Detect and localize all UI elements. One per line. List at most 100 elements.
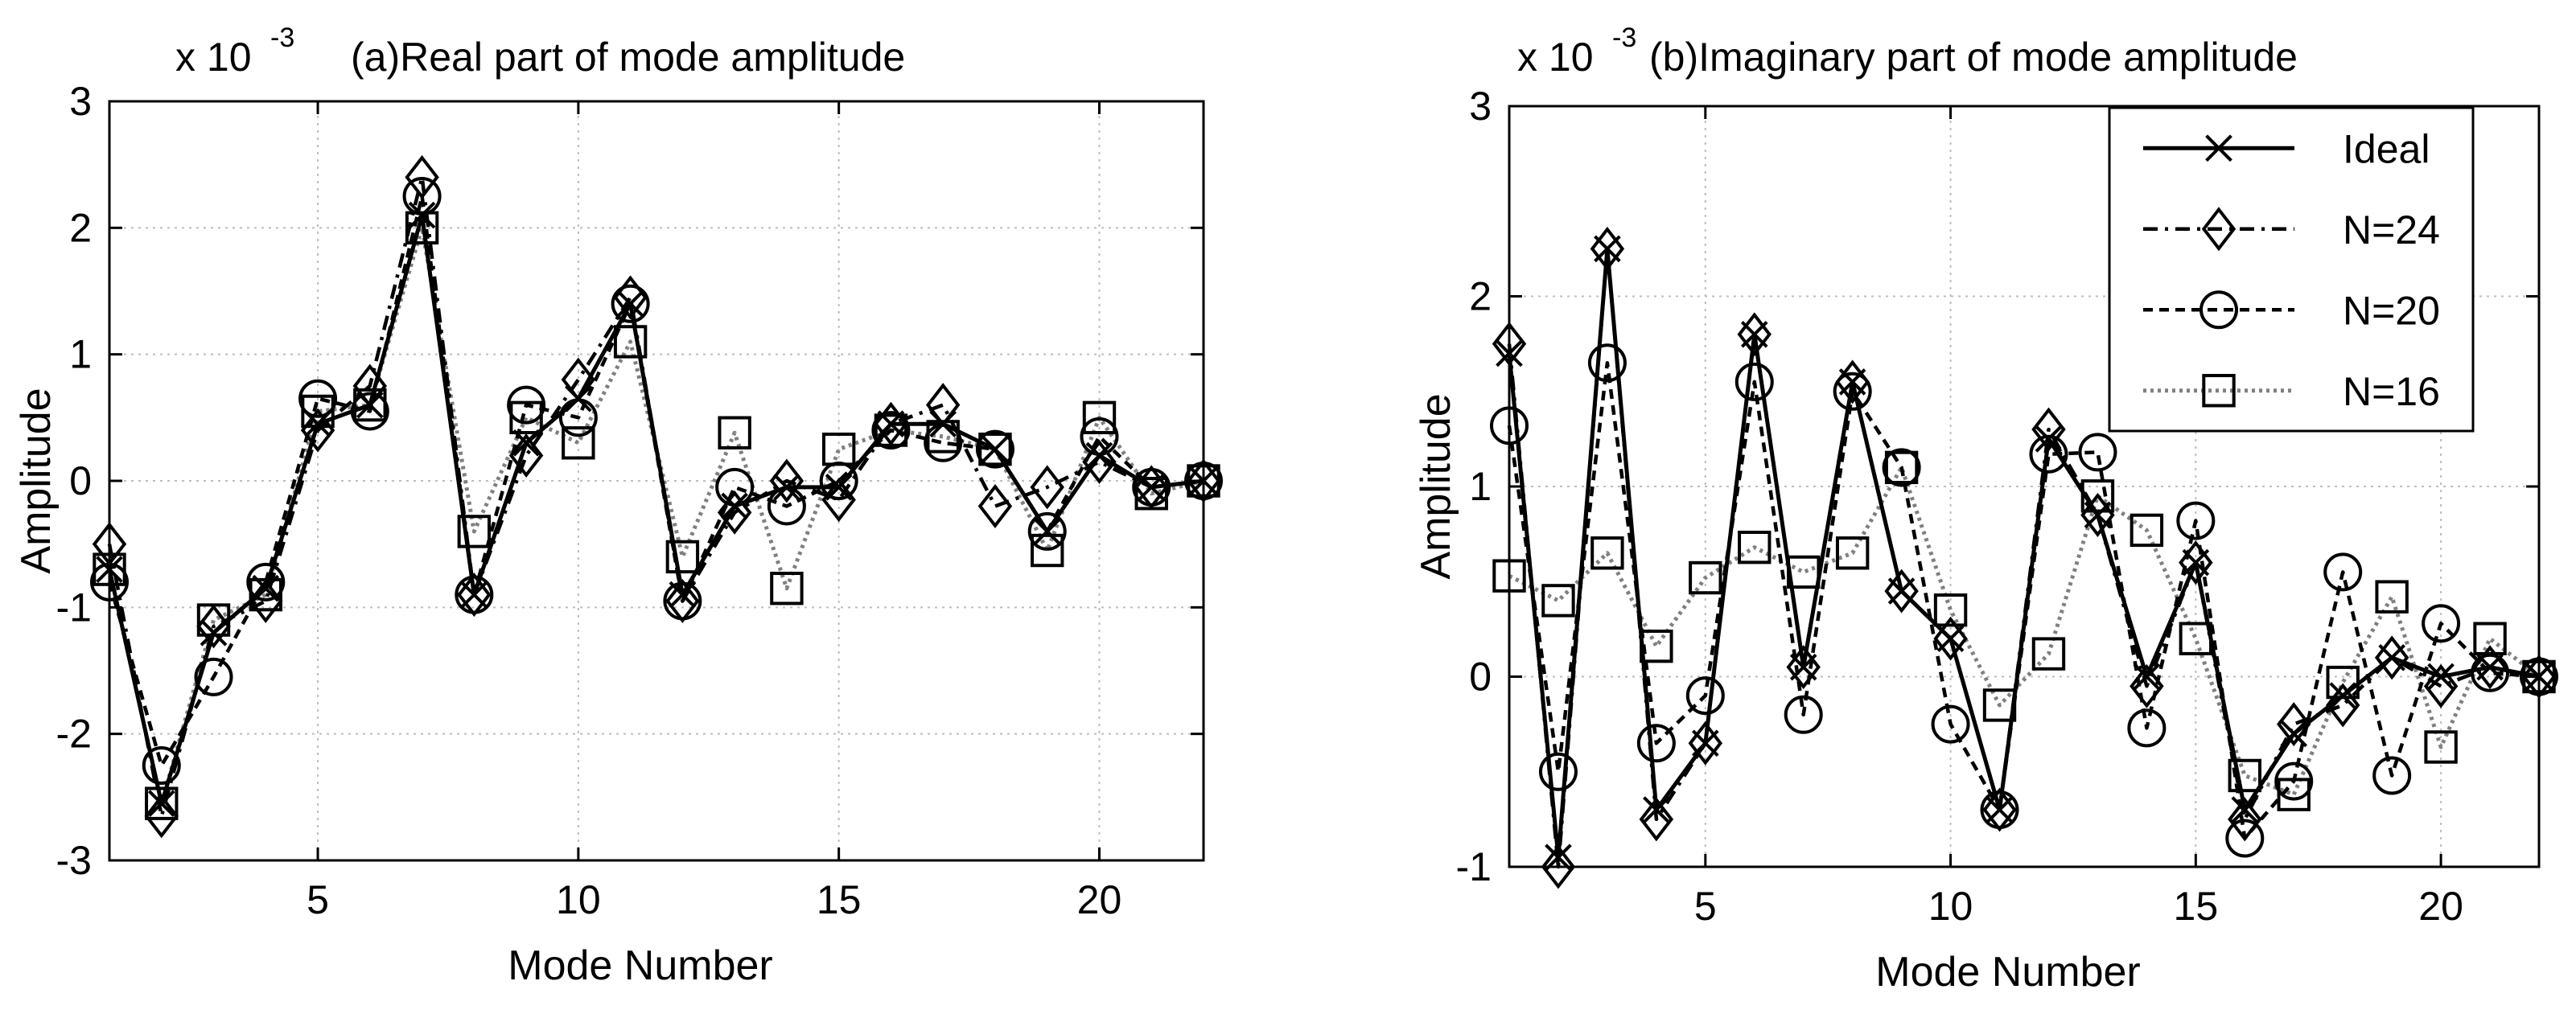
legend-entry-n24: N=24 bbox=[2143, 207, 2440, 252]
data-point bbox=[1786, 645, 1821, 690]
legend-marker bbox=[2201, 207, 2237, 252]
data-point bbox=[2228, 797, 2262, 842]
data-point bbox=[2225, 819, 2265, 858]
series-ideal bbox=[96, 201, 1217, 818]
data-point bbox=[2274, 761, 2314, 801]
data-point bbox=[562, 426, 595, 460]
data-point bbox=[611, 284, 650, 323]
data-point bbox=[2179, 540, 2213, 585]
data-point bbox=[2031, 637, 2066, 671]
data-point bbox=[2325, 683, 2360, 728]
data-point bbox=[2471, 653, 2510, 692]
data-point bbox=[1835, 536, 1870, 570]
series-line bbox=[1507, 246, 2540, 860]
data-point bbox=[613, 275, 648, 320]
data-point bbox=[2472, 645, 2508, 690]
data-point bbox=[1590, 536, 1624, 570]
data-point bbox=[1639, 797, 1674, 842]
data-point bbox=[507, 385, 546, 425]
data-point bbox=[408, 201, 436, 229]
data-point bbox=[512, 429, 540, 457]
y-tick-label: -2 bbox=[56, 712, 92, 757]
data-point bbox=[1884, 569, 1919, 614]
data-point bbox=[1594, 235, 1621, 263]
data-point bbox=[1541, 844, 1576, 889]
data-point bbox=[2080, 493, 2115, 537]
data-point bbox=[2080, 479, 2115, 513]
legend-label: Ideal bbox=[2343, 126, 2430, 171]
data-point bbox=[1738, 530, 1772, 564]
data-point bbox=[2231, 796, 2259, 823]
data-point bbox=[717, 490, 752, 535]
legend-marker bbox=[2205, 134, 2232, 162]
data-point bbox=[929, 410, 957, 438]
data-point bbox=[1933, 616, 1968, 661]
data-point bbox=[508, 433, 544, 478]
y-axis-label: Amplitude bbox=[13, 388, 60, 573]
exponent-label: x 10 bbox=[1517, 35, 1594, 80]
data-point bbox=[616, 289, 644, 318]
x-tick-label: 5 bbox=[1694, 884, 1717, 929]
data-point bbox=[981, 435, 1009, 463]
x-tick-label: 15 bbox=[2174, 884, 2219, 929]
data-point bbox=[770, 572, 804, 605]
data-point bbox=[194, 657, 233, 696]
data-point bbox=[1688, 720, 1723, 766]
y-tick-label: 1 bbox=[69, 332, 92, 377]
data-point bbox=[1985, 796, 2014, 823]
data-point bbox=[825, 474, 853, 501]
data-point bbox=[2035, 425, 2063, 453]
y-tick-label: 2 bbox=[1469, 274, 1492, 319]
data-point bbox=[1838, 368, 1866, 396]
data-point bbox=[2029, 434, 2068, 474]
data-point bbox=[819, 462, 858, 500]
x-tick-label: 15 bbox=[817, 877, 862, 922]
data-point bbox=[565, 384, 592, 413]
data-point bbox=[2176, 501, 2216, 540]
data-point bbox=[977, 483, 1013, 528]
data-point bbox=[405, 154, 439, 199]
legend-entry-ideal: Ideal bbox=[2143, 126, 2430, 171]
legend-label: N=16 bbox=[2343, 369, 2440, 414]
data-point bbox=[2374, 635, 2409, 680]
data-point bbox=[669, 581, 697, 609]
data-point bbox=[142, 746, 181, 785]
legend-entry-n20: N=20 bbox=[2143, 288, 2440, 333]
data-point bbox=[2329, 682, 2357, 709]
data-point bbox=[1734, 362, 1774, 401]
exponent-label: x 10 bbox=[175, 35, 252, 80]
data-point bbox=[877, 410, 905, 438]
y-tick-label: -1 bbox=[56, 585, 92, 630]
data-point bbox=[147, 790, 175, 818]
y-tick-label: 0 bbox=[69, 458, 92, 503]
data-point bbox=[2427, 663, 2455, 691]
data-point bbox=[1541, 584, 1575, 618]
data-point bbox=[2375, 580, 2409, 614]
data-point bbox=[460, 581, 488, 609]
data-point bbox=[1737, 312, 1772, 357]
data-point bbox=[2130, 663, 2164, 708]
data-point bbox=[871, 411, 911, 450]
data-point bbox=[2378, 644, 2405, 671]
data-point bbox=[1833, 371, 1872, 411]
data-point bbox=[1691, 729, 1719, 757]
data-point bbox=[196, 604, 231, 649]
data-point bbox=[1933, 593, 1968, 627]
y-tick-label: 2 bbox=[69, 205, 92, 250]
data-point bbox=[1789, 653, 1817, 681]
data-point bbox=[144, 794, 179, 839]
y-tick-label: 1 bbox=[1469, 464, 1492, 509]
data-point bbox=[1085, 441, 1113, 470]
data-point bbox=[2424, 730, 2458, 764]
data-point bbox=[1082, 439, 1117, 484]
data-point bbox=[1082, 400, 1117, 435]
data-point bbox=[2476, 653, 2504, 681]
data-point bbox=[145, 786, 179, 820]
data-point bbox=[2277, 702, 2311, 747]
data-point bbox=[769, 458, 804, 503]
series-line bbox=[1508, 465, 2541, 797]
exponent-power: -3 bbox=[1612, 23, 1636, 53]
legend-label: N=24 bbox=[2343, 207, 2440, 252]
data-point bbox=[1587, 343, 1627, 383]
data-point bbox=[509, 400, 543, 435]
